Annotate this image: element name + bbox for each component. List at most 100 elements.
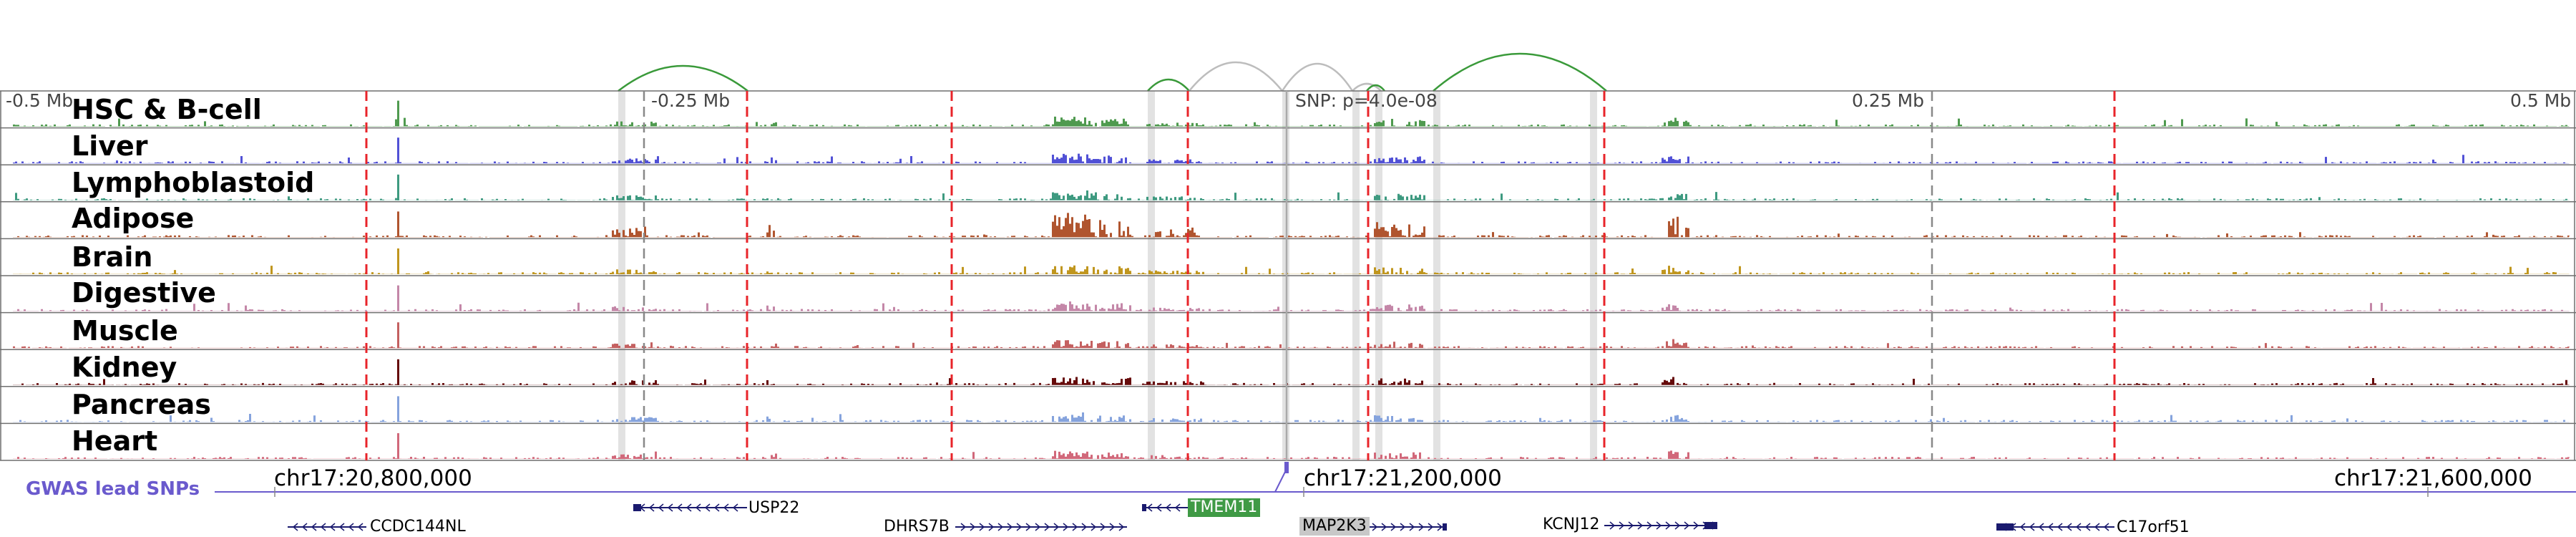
strand-arrow <box>2019 523 2026 531</box>
strand-arrow <box>2038 523 2044 531</box>
signal-peak <box>397 137 399 164</box>
strand-arrow <box>658 503 664 512</box>
interaction-arc <box>1147 78 1190 92</box>
gwas-lead-snps-label: GWAS lead SNPs <box>26 478 200 500</box>
strand-arrow <box>2084 523 2091 531</box>
strand-arrow <box>1646 521 1653 530</box>
strand-arrow <box>338 523 345 531</box>
track-label-hsc-bcell: HSC & B-cell <box>72 94 262 125</box>
exon-block <box>1996 523 2014 531</box>
strand-arrow <box>1035 523 1041 531</box>
signal-area <box>13 116 2570 127</box>
strand-arrow <box>2029 523 2035 531</box>
gene-model <box>1996 523 2114 531</box>
gene-label-usp22: USP22 <box>748 499 800 517</box>
strand-arrow <box>2066 523 2072 531</box>
signal-peak <box>397 211 399 238</box>
strand-arrow <box>1400 523 1406 531</box>
signal-area <box>13 450 2570 459</box>
strand-arrow <box>1025 523 1032 531</box>
signal-peak <box>397 174 399 200</box>
strand-arrow <box>960 523 967 531</box>
strand-arrow <box>2047 523 2054 531</box>
signal-area <box>13 412 2570 422</box>
strand-arrow <box>1100 523 1106 531</box>
strand-arrow <box>1165 503 1171 512</box>
signal-peak <box>397 433 399 459</box>
strand-arrow <box>1390 523 1397 531</box>
exon-block <box>633 504 641 511</box>
gene-label-tmem11: TMEM11 <box>1188 498 1261 517</box>
gwas-lead-snp <box>1284 462 1289 473</box>
strand-arrow <box>997 523 1004 531</box>
strand-arrow <box>1081 523 1088 531</box>
strand-arrow <box>713 503 720 512</box>
strand-arrow <box>2103 523 2109 531</box>
strand-arrow <box>1609 521 1616 530</box>
track-signal <box>13 359 2570 385</box>
track-signal <box>13 174 2570 200</box>
strand-arrow <box>1118 523 1125 531</box>
signal-area <box>13 301 2570 311</box>
strand-arrow <box>1372 523 1378 531</box>
strand-arrow <box>1656 521 1662 530</box>
strand-arrow <box>1146 503 1153 512</box>
strand-arrow <box>988 523 995 531</box>
signal-area <box>13 339 2570 349</box>
strand-arrow <box>970 523 976 531</box>
scale-label-minus-quarter-mb: -0.25 Mb <box>651 90 731 111</box>
gene-model <box>1367 523 1447 531</box>
track-label-digestive: Digestive <box>72 277 216 309</box>
strand-arrow <box>320 523 326 531</box>
strand-arrow <box>1418 523 1425 531</box>
strand-arrow <box>1072 523 1078 531</box>
strand-arrow <box>732 503 738 512</box>
strand-arrow <box>1674 521 1681 530</box>
strand-arrow <box>292 523 298 531</box>
signal-peak <box>397 100 399 127</box>
strand-arrow <box>1665 521 1672 530</box>
signal-peak <box>397 285 399 311</box>
track-signal <box>13 211 2570 238</box>
track-signal <box>13 322 2570 349</box>
strand-arrow <box>1693 521 1699 530</box>
strand-arrow <box>704 503 711 512</box>
strand-arrow <box>1619 521 1625 530</box>
strand-arrow <box>311 523 317 531</box>
signal-area <box>13 213 2570 238</box>
interaction-arc <box>1189 61 1283 92</box>
strand-arrow <box>979 523 985 531</box>
strand-arrow <box>1091 523 1097 531</box>
signal-peak <box>397 396 399 422</box>
snp-pvalue-label: SNP: p=4.0e-08 <box>1295 90 1438 111</box>
strand-arrow <box>1637 521 1644 530</box>
strand-arrow <box>2094 523 2100 531</box>
interaction-arc <box>1433 52 1607 92</box>
track-signal <box>13 396 2570 422</box>
strand-arrow <box>1437 523 1443 531</box>
strand-arrow <box>686 503 692 512</box>
signal-peak <box>397 248 399 274</box>
track-signal <box>13 100 2570 127</box>
interaction-arc <box>1366 84 1385 92</box>
strand-arrow <box>648 503 655 512</box>
strand-arrow <box>1053 523 1060 531</box>
strand-arrow <box>1007 523 1013 531</box>
coordinate-label-21200000: chr17:21,200,000 <box>1304 465 1502 491</box>
gene-label-kcnj12: KCNJ12 <box>1543 516 1600 533</box>
gene-model <box>1142 503 1188 512</box>
track-signal <box>13 137 2570 164</box>
strand-arrow <box>1409 523 1415 531</box>
strand-arrow <box>1174 503 1181 512</box>
track-label-liver: Liver <box>72 130 148 162</box>
strand-arrow <box>357 523 364 531</box>
signal-peak <box>397 322 399 349</box>
track-label-muscle: Muscle <box>72 315 178 347</box>
signal-peak <box>397 359 399 385</box>
gene-label-dhrs7b: DHRS7B <box>884 518 950 536</box>
coordinate-label-21600000: chr17:21,600,000 <box>2334 465 2532 491</box>
signal-area <box>13 265 2570 274</box>
interaction-arc <box>1281 62 1354 92</box>
